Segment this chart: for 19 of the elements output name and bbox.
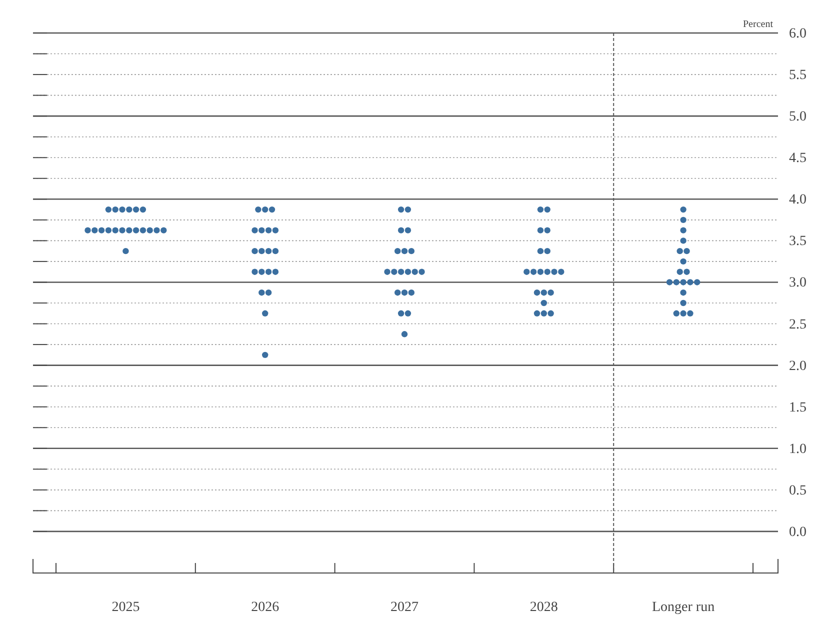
y-tick-label: 6.0	[789, 26, 806, 42]
y-tick-label: 4.0	[789, 192, 806, 208]
x-tick-label: 2026	[251, 600, 280, 615]
y-axis-title: Percent	[743, 19, 774, 30]
y-tick-label: 5.5	[789, 68, 806, 84]
x-tick-label: Longer run	[652, 600, 715, 615]
y-tick-label: 2.5	[789, 317, 806, 332]
y-tick-label: 1.5	[789, 400, 806, 416]
y-tick-label: 1.0	[789, 442, 806, 457]
y-tick-label: 4.5	[789, 151, 806, 166]
y-tick-label: 5.0	[789, 110, 806, 125]
y-tick-label: 3.0	[789, 276, 806, 291]
x-tick-label: 2028	[530, 600, 558, 615]
y-tick-label: 0.0	[789, 524, 806, 540]
x-tick-label: 2025	[112, 600, 140, 615]
y-tick-label: 3.5	[789, 234, 806, 250]
x-tick-label: 2027	[390, 600, 418, 615]
y-tick-label: 0.5	[789, 483, 806, 498]
y-tick-label: 2.0	[789, 358, 806, 374]
